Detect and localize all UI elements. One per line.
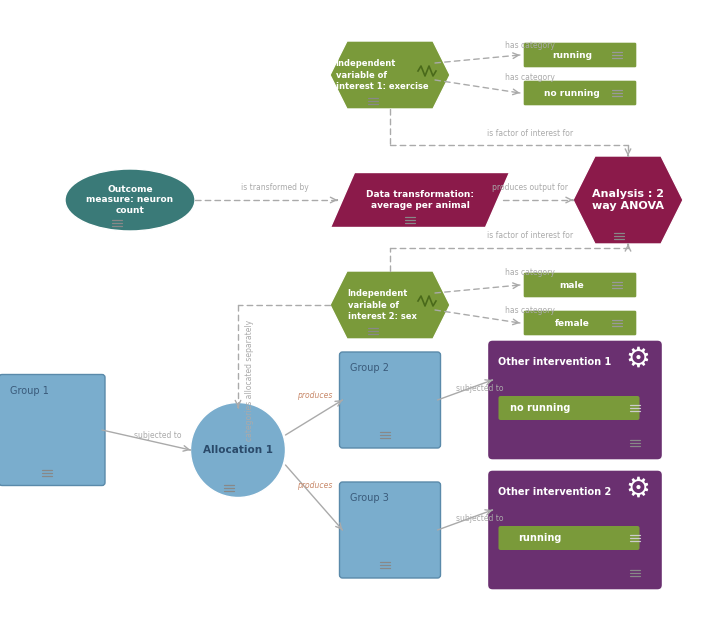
Text: Outcome
measure: neuron
count: Outcome measure: neuron count <box>86 185 173 215</box>
Text: Group 2: Group 2 <box>351 363 389 373</box>
Text: is factor of interest for: is factor of interest for <box>487 231 573 240</box>
Text: subjected to: subjected to <box>456 384 504 393</box>
Text: Group 3: Group 3 <box>351 493 389 503</box>
FancyBboxPatch shape <box>488 340 662 460</box>
FancyBboxPatch shape <box>488 470 662 590</box>
Polygon shape <box>330 41 450 109</box>
Text: has category: has category <box>505 73 555 82</box>
Text: produces output for: produces output for <box>492 183 568 192</box>
FancyBboxPatch shape <box>0 375 105 485</box>
Text: Allocation 1: Allocation 1 <box>203 445 273 455</box>
Text: produces: produces <box>297 481 333 490</box>
FancyBboxPatch shape <box>339 482 441 578</box>
Ellipse shape <box>65 169 195 231</box>
Text: produces: produces <box>297 391 333 400</box>
Text: is transformed by: is transformed by <box>241 183 309 192</box>
FancyBboxPatch shape <box>498 396 640 420</box>
Text: no running: no running <box>510 403 570 413</box>
Text: no running: no running <box>544 88 600 98</box>
Polygon shape <box>330 271 450 339</box>
Text: male: male <box>560 281 585 290</box>
Text: has category: has category <box>505 41 555 50</box>
Text: Data transformation:
average per animal: Data transformation: average per animal <box>366 191 474 209</box>
FancyBboxPatch shape <box>498 526 640 550</box>
Circle shape <box>190 403 285 497</box>
Text: Other intervention 1: Other intervention 1 <box>498 357 612 367</box>
Text: ⚙: ⚙ <box>625 475 650 503</box>
Text: Independent
variable of
interest 1: exercise: Independent variable of interest 1: exer… <box>336 59 429 91</box>
Polygon shape <box>331 172 510 228</box>
Text: has category: has category <box>505 306 555 315</box>
Text: female: female <box>555 319 590 327</box>
Text: ⚙: ⚙ <box>625 345 650 373</box>
FancyBboxPatch shape <box>523 80 637 106</box>
FancyBboxPatch shape <box>523 272 637 298</box>
Text: Independent
variable of
interest 2: sex: Independent variable of interest 2: sex <box>347 290 416 321</box>
Text: running: running <box>518 533 562 543</box>
Text: subjected to: subjected to <box>456 514 504 523</box>
Text: is factor of interest for: is factor of interest for <box>487 129 573 138</box>
Text: Analysis : 2
way ANOVA: Analysis : 2 way ANOVA <box>592 189 664 211</box>
Text: Other intervention 2: Other intervention 2 <box>498 487 612 497</box>
Text: categories allocated separately: categories allocated separately <box>245 319 255 440</box>
Polygon shape <box>573 156 683 244</box>
Text: subjected to: subjected to <box>134 431 182 440</box>
Text: Group 1: Group 1 <box>10 386 49 396</box>
FancyBboxPatch shape <box>523 310 637 336</box>
Text: has category: has category <box>505 268 555 277</box>
Text: running: running <box>552 50 592 59</box>
FancyBboxPatch shape <box>523 42 637 68</box>
FancyBboxPatch shape <box>339 352 441 448</box>
